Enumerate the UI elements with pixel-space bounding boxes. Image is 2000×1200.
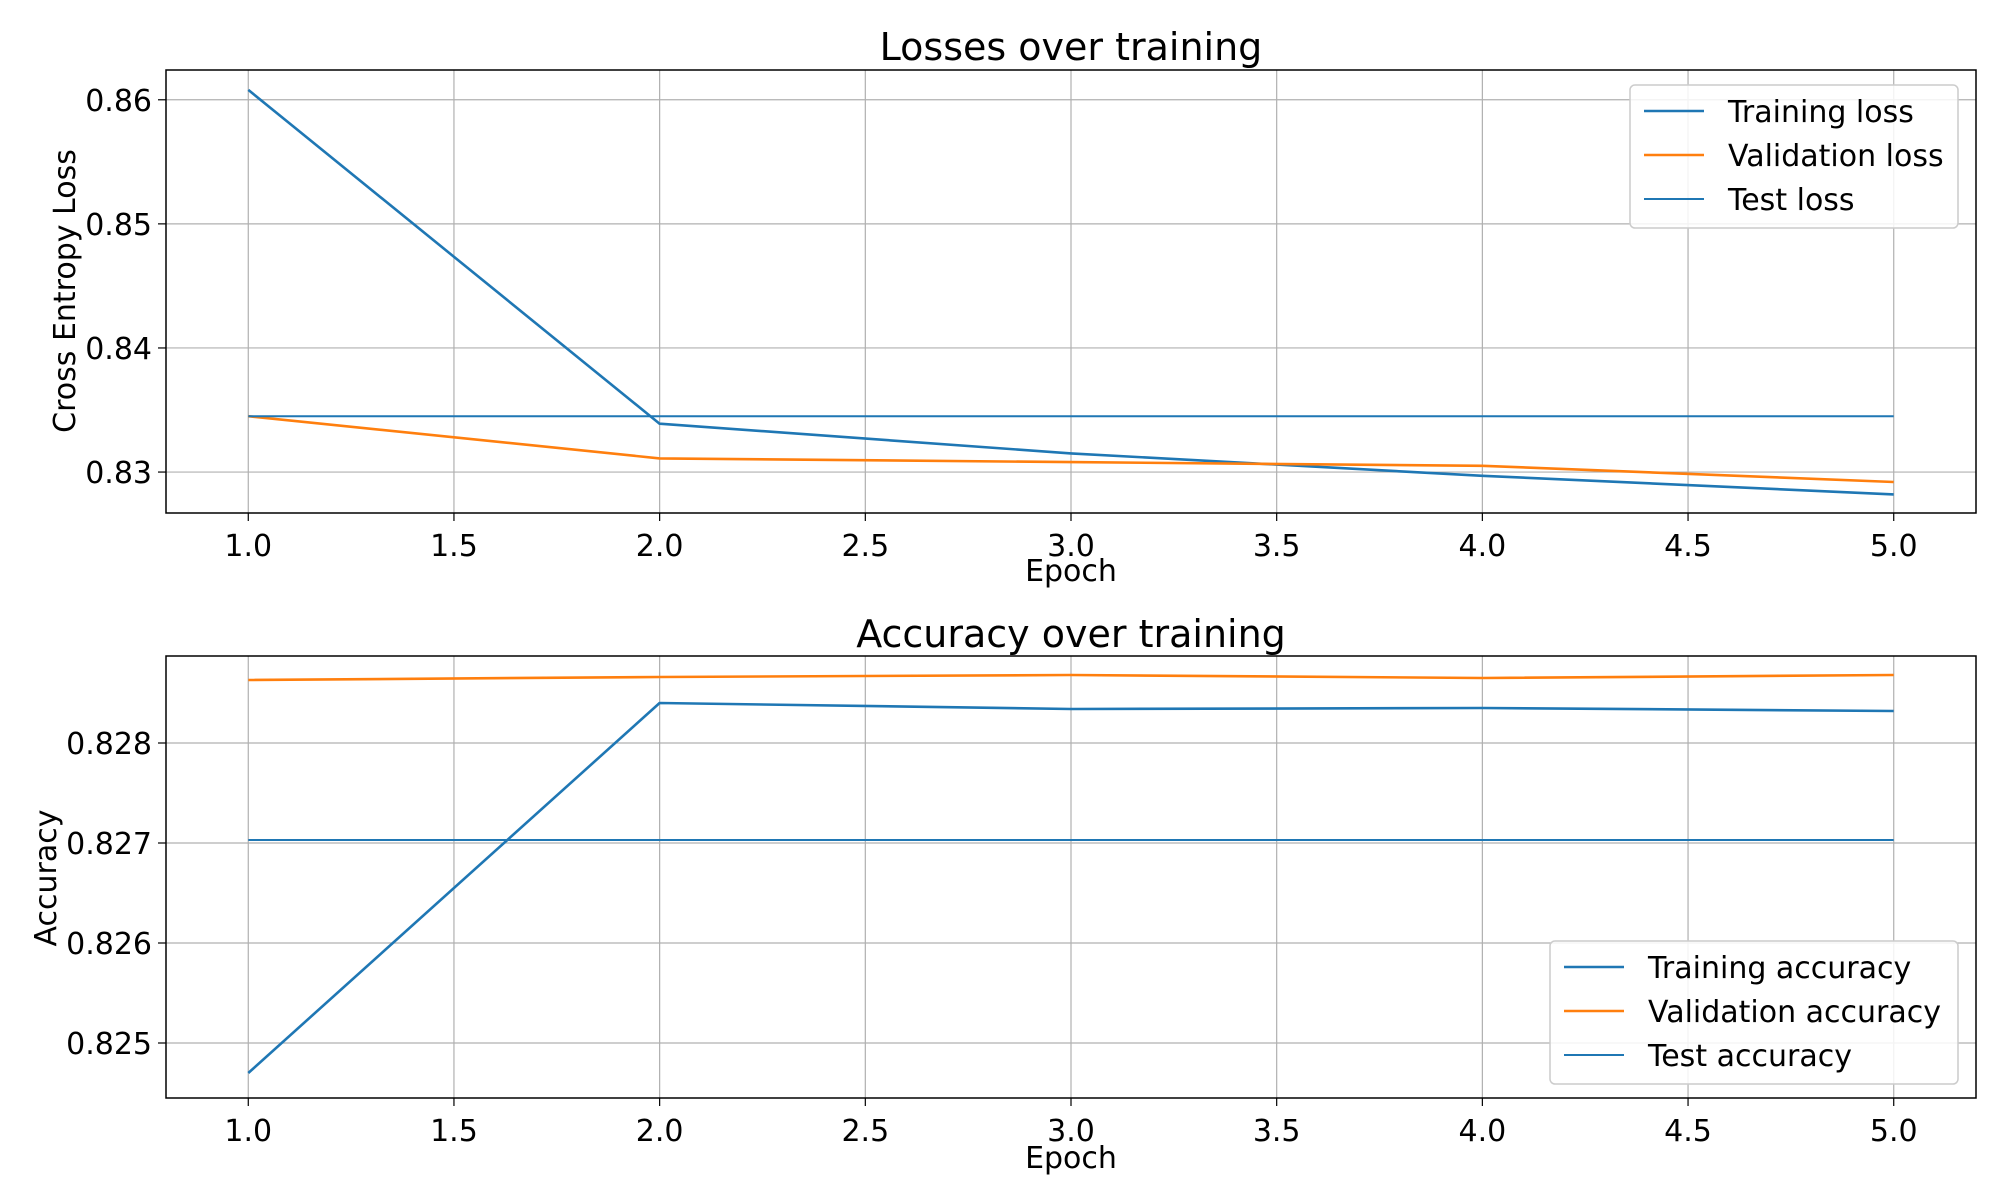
x-tick-label: 2.5 bbox=[841, 1114, 889, 1149]
x-tick-label: 2.0 bbox=[636, 529, 684, 564]
legend-label: Validation accuracy bbox=[1648, 995, 1941, 1030]
x-tick-label: 5.0 bbox=[1870, 1114, 1918, 1149]
series-line-1 bbox=[248, 414, 1894, 484]
legend-box bbox=[1629, 84, 1959, 229]
chart-title: Losses over training bbox=[880, 25, 1263, 69]
x-tick-label: 3.5 bbox=[1253, 529, 1301, 564]
y-tick-label: 0.825 bbox=[66, 1027, 152, 1062]
x-axis-label: Epoch bbox=[1025, 1141, 1117, 1176]
x-tick-label: 3.0 bbox=[1047, 529, 1095, 564]
x-tick-label: 5.0 bbox=[1870, 529, 1918, 564]
y-axis-label: Cross Entropy Loss bbox=[48, 149, 83, 433]
y-tick-label: 0.83 bbox=[85, 456, 152, 491]
legend-label: Training loss bbox=[1727, 95, 1914, 130]
y-tick-label: 0.85 bbox=[85, 208, 152, 243]
x-tick-label: 2.0 bbox=[636, 1114, 684, 1149]
legend: Training loss Validation loss Test loss bbox=[1629, 84, 1959, 229]
grid bbox=[166, 70, 1976, 513]
x-tick-label: 3.0 bbox=[1047, 1114, 1095, 1149]
x-tick-label: 2.5 bbox=[841, 529, 889, 564]
x-tick-label: 1.5 bbox=[430, 1114, 478, 1149]
plot-frame bbox=[165, 69, 1977, 514]
y-axis-label: Accuracy bbox=[29, 810, 64, 947]
accuracy-chart: Accuracy over training Epoch Accuracy 1.… bbox=[29, 612, 1977, 1176]
plot-frame bbox=[165, 655, 1977, 1099]
y-tick-label: 0.84 bbox=[85, 332, 152, 367]
series-line-0 bbox=[247, 701, 1894, 1074]
x-tick-label: 4.5 bbox=[1664, 1114, 1712, 1149]
y-tick-label: 0.826 bbox=[66, 927, 152, 962]
legend-label: Test accuracy bbox=[1647, 1039, 1852, 1074]
chart-title: Accuracy over training bbox=[856, 612, 1286, 656]
y-tick-label: 0.86 bbox=[85, 84, 152, 119]
legend: Training accuracy Validation accuracy Test… bbox=[1549, 940, 1959, 1085]
y-tick-label: 0.827 bbox=[66, 827, 152, 862]
x-tick-label: 3.5 bbox=[1253, 1114, 1301, 1149]
series-line-0 bbox=[247, 88, 1894, 496]
series-line-1 bbox=[248, 673, 1894, 682]
x-tick-label: 4.0 bbox=[1459, 529, 1507, 564]
x-tick-label: 1.0 bbox=[224, 529, 272, 564]
loss-chart: Losses over training Epoch Cross Entropy… bbox=[48, 25, 1977, 589]
legend-box bbox=[1549, 940, 1959, 1085]
x-tick-label: 4.0 bbox=[1459, 1114, 1507, 1149]
legend-label: Test loss bbox=[1727, 183, 1855, 218]
x-tick-label: 1.0 bbox=[224, 1114, 272, 1149]
legend-label: Validation loss bbox=[1728, 139, 1944, 174]
y-tick-label: 0.828 bbox=[66, 727, 152, 762]
x-tick-label: 1.5 bbox=[430, 529, 478, 564]
x-axis-label: Epoch bbox=[1025, 554, 1117, 589]
legend-label: Training accuracy bbox=[1647, 951, 1911, 986]
x-tick-label: 4.5 bbox=[1664, 529, 1712, 564]
